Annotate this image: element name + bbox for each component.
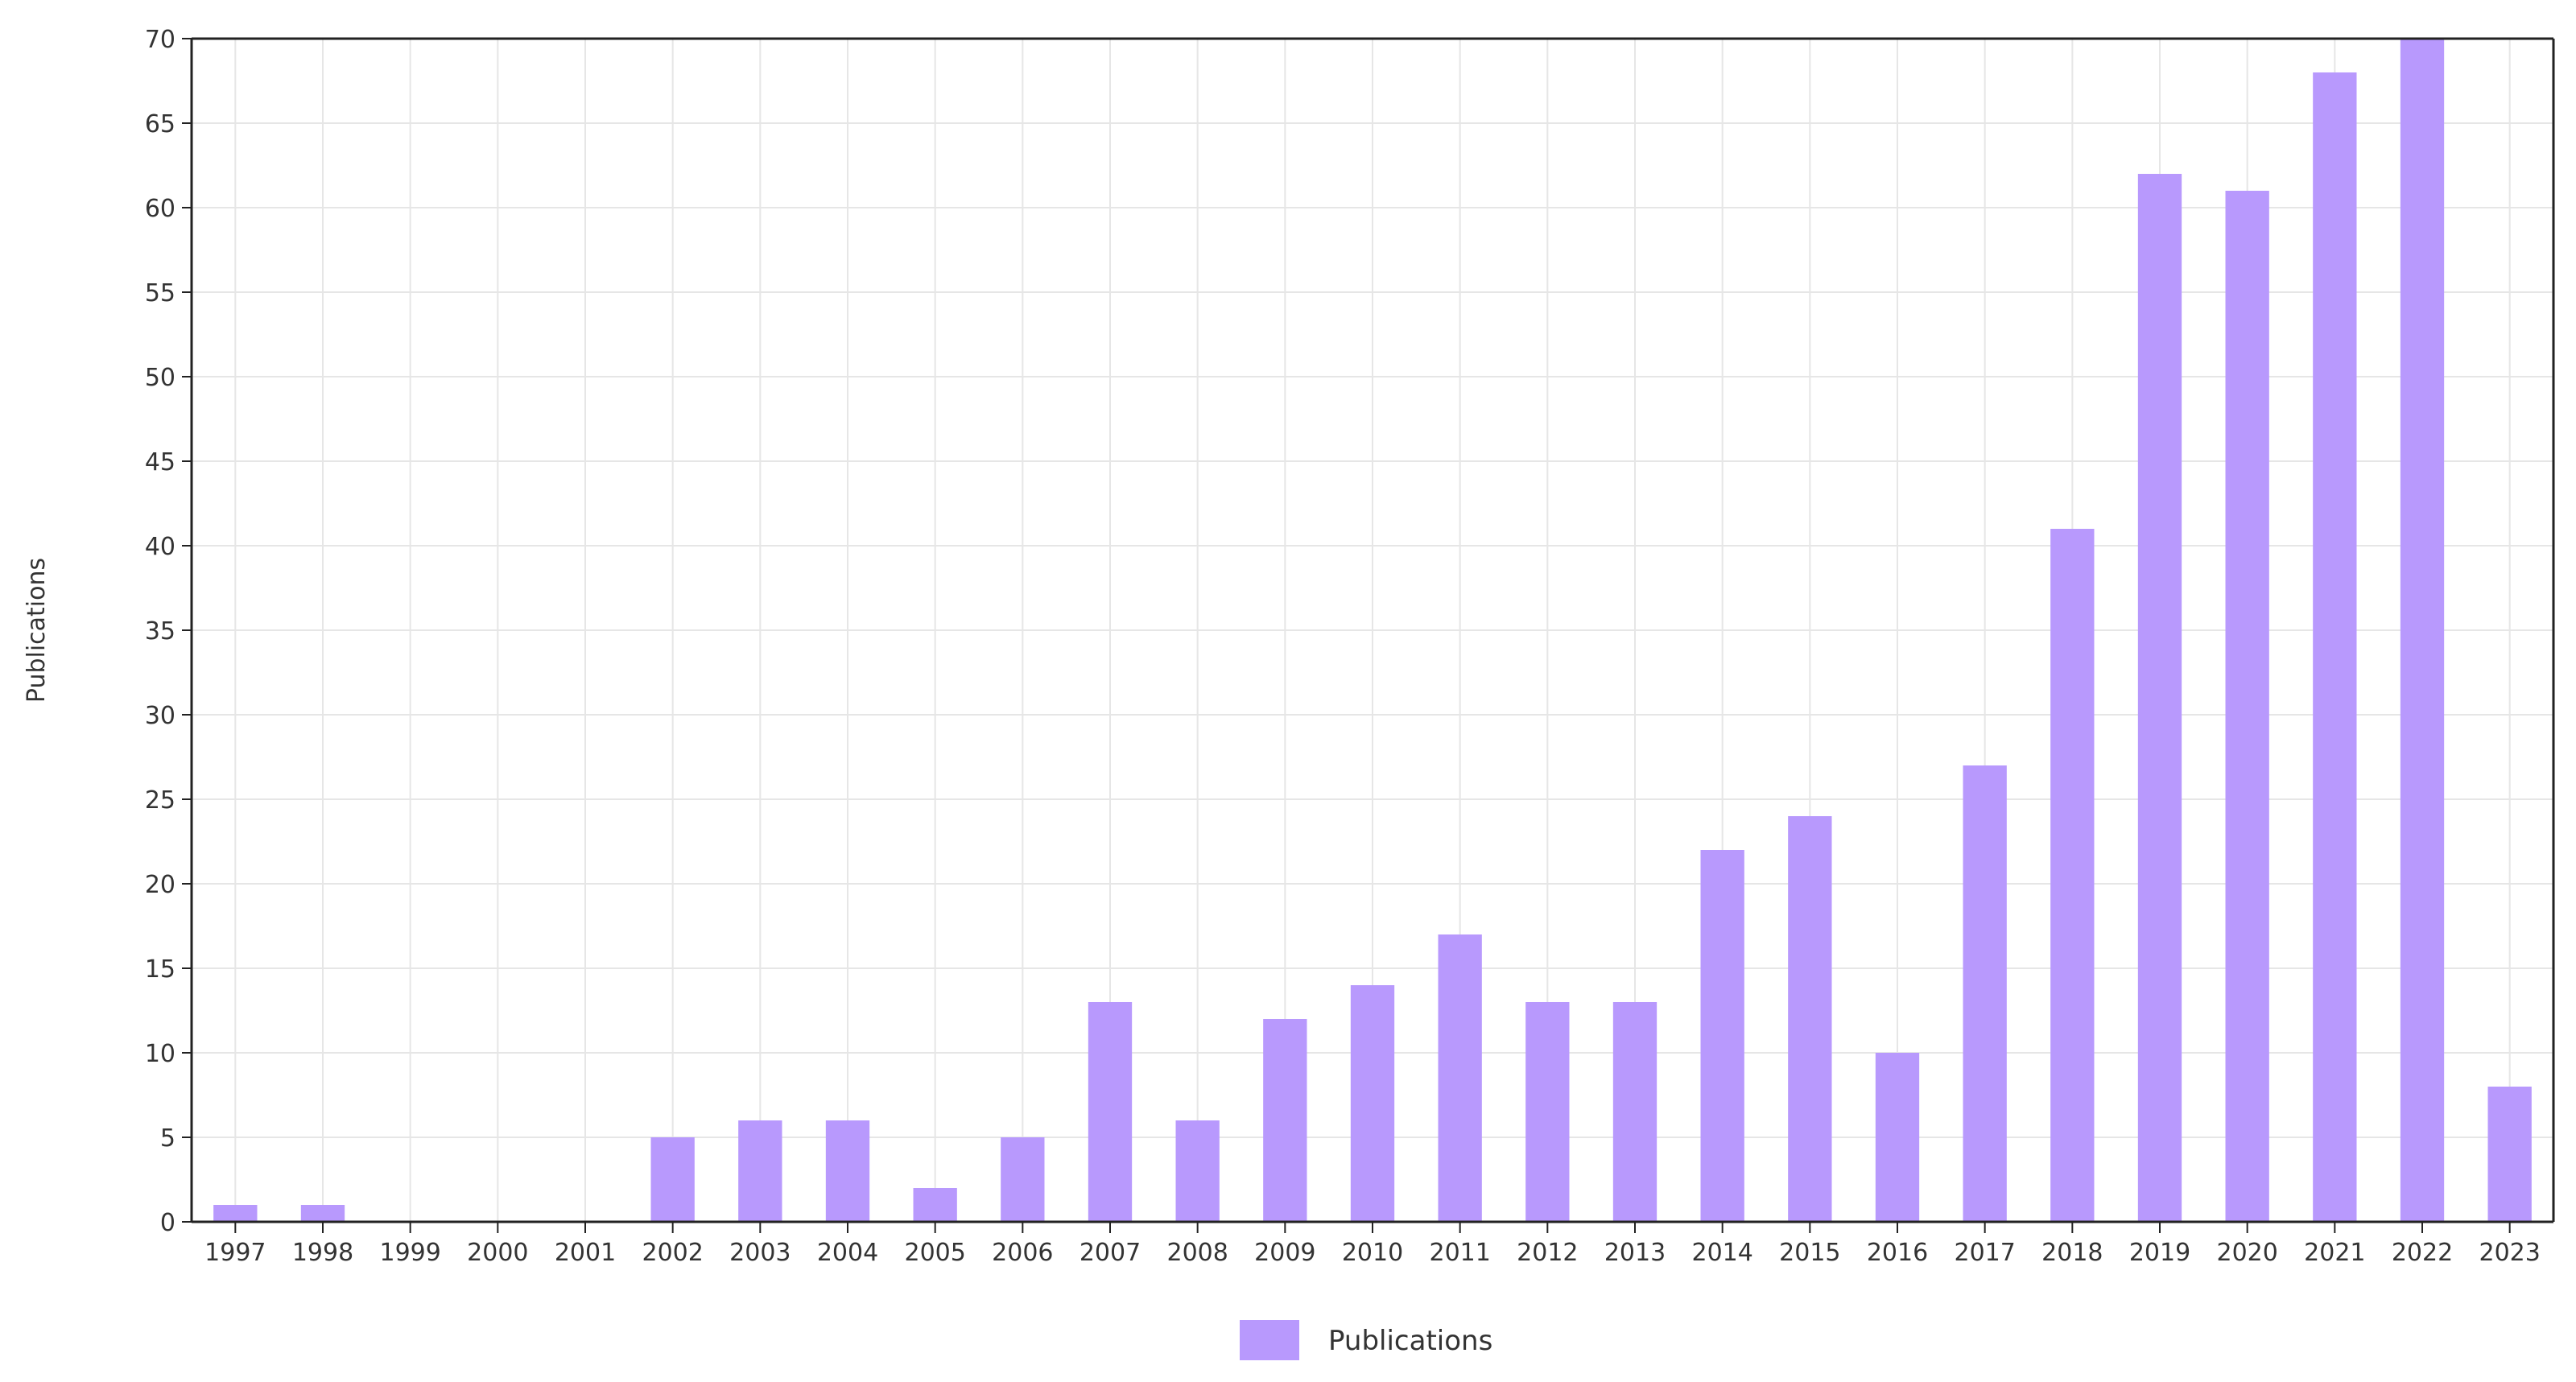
bar-1997[interactable] <box>213 1205 258 1222</box>
bar-2020[interactable] <box>2225 191 2269 1222</box>
x-tick-label: 1997 <box>204 1239 266 1267</box>
bar-2009[interactable] <box>1263 1019 1307 1222</box>
x-tick-label: 1998 <box>292 1239 353 1267</box>
x-tick-label: 2000 <box>467 1239 528 1267</box>
x-tick-label: 2006 <box>992 1239 1053 1267</box>
legend-swatch-publications <box>1240 1320 1299 1360</box>
x-tick-label: 2017 <box>1954 1239 2015 1267</box>
bar-2011[interactable] <box>1438 934 1482 1222</box>
bar-2002[interactable] <box>650 1137 695 1222</box>
x-tick-label: 2019 <box>2129 1239 2190 1267</box>
bar-2018[interactable] <box>2050 529 2095 1222</box>
x-tick-label: 1999 <box>379 1239 440 1267</box>
bar-1998[interactable] <box>300 1205 345 1222</box>
y-tick-label: 15 <box>145 955 175 984</box>
x-tick-label: 2008 <box>1166 1239 1228 1267</box>
x-tick-label: 2020 <box>2216 1239 2277 1267</box>
x-tick-labels: 1997 1998 1999 2000 2001 2002 2003 2004 2005 2006… <box>204 1239 2541 1267</box>
y-tick-label: 70 <box>145 26 175 54</box>
y-tick-label: 60 <box>145 195 175 223</box>
x-tick-label: 2022 <box>2392 1239 2453 1267</box>
bar-2014[interactable] <box>1700 850 1744 1222</box>
bar-2003[interactable] <box>738 1120 782 1222</box>
bar-2008[interactable] <box>1175 1120 1220 1222</box>
legend-label-publications: Publications <box>1328 1325 1492 1357</box>
x-tick-label: 2005 <box>904 1239 965 1267</box>
bar-2019[interactable] <box>2137 174 2182 1222</box>
bars <box>213 39 2532 1222</box>
y-tick-label: 55 <box>145 279 175 307</box>
x-tick-label: 2016 <box>1867 1239 1928 1267</box>
x-tick-label: 2007 <box>1080 1239 1141 1267</box>
x-tick-label: 2004 <box>817 1239 878 1267</box>
y-tick-labels: 0 5 10 15 20 25 30 35 40 45 50 55 60 65 70 <box>145 26 175 1237</box>
x-tick-label: 2002 <box>642 1239 703 1267</box>
bar-2013[interactable] <box>1612 1002 1657 1222</box>
x-tick-label: 2011 <box>1429 1239 1490 1267</box>
axes <box>182 37 2555 1233</box>
y-tick-label: 5 <box>160 1124 175 1153</box>
y-axis-title: Publications <box>23 558 51 703</box>
y-tick-label: 20 <box>145 871 175 899</box>
x-tick-label: 2012 <box>1517 1239 1578 1267</box>
x-tick-label: 2014 <box>1691 1239 1752 1267</box>
bar-2021[interactable] <box>2313 72 2357 1222</box>
x-tick-label: 2010 <box>1342 1239 1403 1267</box>
legend[interactable]: Publications <box>1240 1320 1492 1360</box>
bar-2022[interactable] <box>2400 39 2445 1222</box>
x-tick-label: 2003 <box>729 1239 791 1267</box>
y-tick-label: 0 <box>160 1209 175 1237</box>
y-tick-label: 45 <box>145 448 175 476</box>
x-tick-label: 2009 <box>1254 1239 1315 1267</box>
x-tick-label: 2001 <box>555 1239 616 1267</box>
y-tick-label: 30 <box>145 702 175 730</box>
y-tick-label: 40 <box>145 533 175 561</box>
bar-2017[interactable] <box>1963 765 2007 1222</box>
x-tick-label: 2013 <box>1604 1239 1666 1267</box>
bar-2016[interactable] <box>1875 1053 1920 1222</box>
y-tick-label: 50 <box>145 364 175 392</box>
bar-2015[interactable] <box>1788 816 1832 1222</box>
bar-2004[interactable] <box>825 1120 870 1222</box>
x-tick-label: 2021 <box>2304 1239 2365 1267</box>
x-tick-label: 2015 <box>1779 1239 1840 1267</box>
bar-2005[interactable] <box>913 1188 957 1222</box>
bar-2006[interactable] <box>1001 1137 1045 1222</box>
y-tick-label: 65 <box>145 110 175 138</box>
bar-2010[interactable] <box>1350 985 1395 1222</box>
x-tick-label: 2018 <box>2041 1239 2103 1267</box>
bar-2007[interactable] <box>1088 1002 1133 1222</box>
x-tick-label: 2023 <box>2479 1239 2540 1267</box>
bar-2012[interactable] <box>1525 1002 1570 1222</box>
y-tick-label: 10 <box>145 1040 175 1068</box>
y-tick-label: 25 <box>145 786 175 815</box>
bar-2023[interactable] <box>2487 1087 2532 1222</box>
y-tick-label: 35 <box>145 617 175 646</box>
